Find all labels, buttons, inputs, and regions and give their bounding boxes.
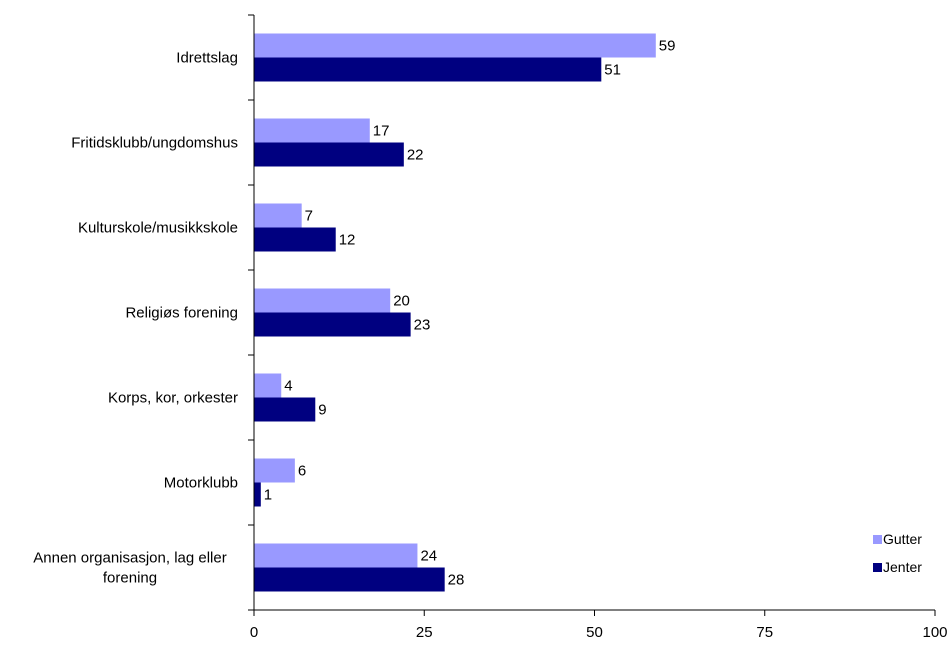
- bar-jenter-5: [254, 482, 261, 507]
- category-label-1: Fritidsklubb/ungdomshus: [71, 135, 238, 152]
- data-label-gutter-5: 6: [298, 463, 306, 480]
- bar-jenter-2: [254, 227, 336, 252]
- x-tick-label-2: 50: [586, 624, 603, 641]
- data-label-gutter-1: 17: [373, 123, 390, 140]
- legend-swatch-jenter: [873, 563, 882, 572]
- data-label-gutter-6: 24: [420, 548, 437, 565]
- bar-jenter-4: [254, 397, 316, 422]
- data-label-jenter-6: 28: [448, 572, 465, 589]
- bar-gutter-3: [254, 288, 391, 313]
- legend-label-jenter: Jenter: [883, 559, 922, 575]
- legend-label-gutter: Gutter: [883, 531, 922, 547]
- category-label-0: Idrettslag: [176, 50, 238, 67]
- bar-jenter-1: [254, 142, 404, 167]
- data-label-gutter-4: 4: [284, 378, 292, 395]
- category-label-2: Kulturskole/musikkskole: [78, 220, 238, 237]
- bars-group: [254, 33, 656, 592]
- x-tick-label-1: 25: [416, 624, 433, 641]
- legend-swatch-gutter: [873, 535, 882, 544]
- bar-jenter-6: [254, 567, 445, 592]
- category-label-5: Motorklubb: [164, 475, 238, 492]
- bar-gutter-0: [254, 33, 656, 58]
- x-tick-label-0: 0: [250, 624, 258, 641]
- data-label-jenter-1: 22: [407, 147, 424, 164]
- data-label-gutter-2: 7: [305, 208, 313, 225]
- bar-gutter-2: [254, 203, 302, 228]
- category-label-4: Korps, kor, orkester: [108, 390, 238, 407]
- y-ticks-group: [248, 14, 254, 611]
- data-label-gutter-0: 59: [659, 38, 676, 55]
- x-tick-label-3: 75: [756, 624, 773, 641]
- bar-gutter-4: [254, 373, 282, 398]
- x-ticks-group: 0 25 50 75 100: [250, 610, 948, 641]
- category-label-3: Religiøs forening: [125, 305, 238, 322]
- category-label-6: Annen organisasjon, lag eller forening: [33, 550, 226, 587]
- data-label-jenter-5: 1: [264, 487, 272, 504]
- data-label-jenter-0: 51: [604, 62, 621, 79]
- data-label-gutter-3: 20: [393, 293, 410, 310]
- data-label-jenter-3: 23: [414, 317, 431, 334]
- x-tick-label-4: 100: [922, 624, 947, 641]
- legend: Gutter Jenter: [873, 531, 922, 575]
- bar-gutter-5: [254, 458, 295, 483]
- bar-jenter-3: [254, 312, 411, 337]
- bar-gutter-1: [254, 118, 370, 143]
- data-label-jenter-2: 12: [339, 232, 356, 249]
- category-labels-group: Idrettslag Fritidsklubb/ungdomshus Kulturs…: [33, 50, 238, 587]
- bar-jenter-0: [254, 57, 602, 82]
- bar-gutter-6: [254, 543, 418, 568]
- data-label-jenter-4: 9: [318, 402, 326, 419]
